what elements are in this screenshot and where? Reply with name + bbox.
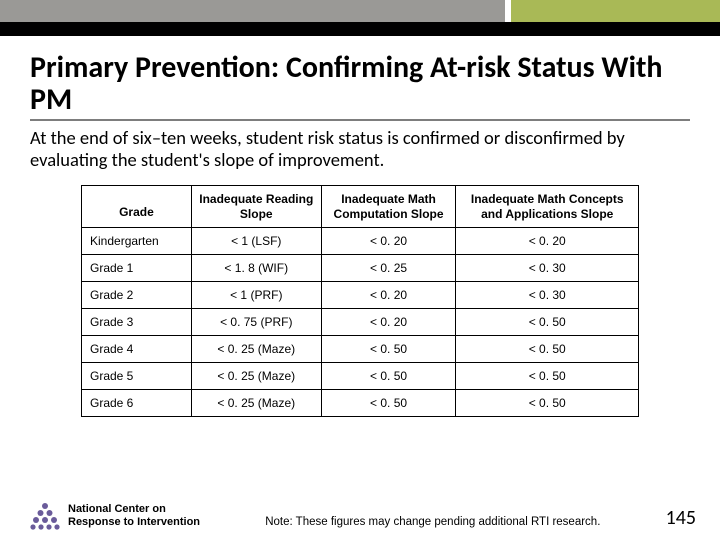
cell-grade: Grade 6 xyxy=(82,390,192,417)
cell-math-comp: < 0. 50 xyxy=(321,390,456,417)
org-line2: Response to Intervention xyxy=(68,516,200,529)
cell-math-concepts: < 0. 50 xyxy=(456,390,639,417)
cell-reading: < 1. 8 (WIF) xyxy=(191,255,321,282)
table-row: Grade 3 < 0. 75 (PRF) < 0. 20 < 0. 50 xyxy=(82,309,639,336)
cell-grade: Kindergarten xyxy=(82,228,192,255)
cell-math-comp: < 0. 20 xyxy=(321,282,456,309)
cell-math-comp: < 0. 50 xyxy=(321,336,456,363)
cell-math-concepts: < 0. 50 xyxy=(456,309,639,336)
threshold-table-wrap: Grade Inadequate Reading Slope Inadequat… xyxy=(81,185,639,417)
cell-math-concepts: < 0. 20 xyxy=(456,228,639,255)
table-row: Grade 4 < 0. 25 (Maze) < 0. 50 < 0. 50 xyxy=(82,336,639,363)
cell-reading: < 0. 25 (Maze) xyxy=(191,390,321,417)
cell-math-concepts: < 0. 30 xyxy=(456,255,639,282)
org-logo-icon xyxy=(30,502,60,530)
cell-math-comp: < 0. 25 xyxy=(321,255,456,282)
cell-grade: Grade 3 xyxy=(82,309,192,336)
table-header-row: Grade Inadequate Reading Slope Inadequat… xyxy=(82,186,639,228)
col-header-math-concepts: Inadequate Math Concepts and Application… xyxy=(456,186,639,228)
cell-reading: < 1 (PRF) xyxy=(191,282,321,309)
cell-math-comp: < 0. 50 xyxy=(321,363,456,390)
slide-content: Primary Prevention: Confirming At-risk S… xyxy=(0,36,720,427)
page-number: 145 xyxy=(666,506,696,530)
slide-footer: National Center on Response to Intervent… xyxy=(0,502,720,530)
cell-math-concepts: < 0. 30 xyxy=(456,282,639,309)
footnote: Note: These figures may change pending a… xyxy=(200,516,666,528)
accent-olive-segment xyxy=(511,0,720,22)
col-header-grade: Grade xyxy=(82,186,192,228)
cell-grade: Grade 2 xyxy=(82,282,192,309)
cell-reading: < 1 (LSF) xyxy=(191,228,321,255)
cell-reading: < 0. 25 (Maze) xyxy=(191,336,321,363)
table-row: Kindergarten < 1 (LSF) < 0. 20 < 0. 20 xyxy=(82,228,639,255)
cell-math-comp: < 0. 20 xyxy=(321,309,456,336)
cell-grade: Grade 1 xyxy=(82,255,192,282)
table-row: Grade 1 < 1. 8 (WIF) < 0. 25 < 0. 30 xyxy=(82,255,639,282)
cell-grade: Grade 4 xyxy=(82,336,192,363)
footer-left: National Center on Response to Intervent… xyxy=(30,502,200,530)
col-header-math-comp: Inadequate Math Computation Slope xyxy=(321,186,456,228)
cell-reading: < 0. 75 (PRF) xyxy=(191,309,321,336)
cell-math-comp: < 0. 20 xyxy=(321,228,456,255)
threshold-table: Grade Inadequate Reading Slope Inadequat… xyxy=(81,185,639,417)
table-row: Grade 2 < 1 (PRF) < 0. 20 < 0. 30 xyxy=(82,282,639,309)
cell-reading: < 0. 25 (Maze) xyxy=(191,363,321,390)
cell-math-concepts: < 0. 50 xyxy=(456,363,639,390)
table-row: Grade 5 < 0. 25 (Maze) < 0. 50 < 0. 50 xyxy=(82,363,639,390)
table-body: Kindergarten < 1 (LSF) < 0. 20 < 0. 20 G… xyxy=(82,228,639,417)
cell-math-concepts: < 0. 50 xyxy=(456,336,639,363)
slide-title: Primary Prevention: Confirming At-risk S… xyxy=(30,52,690,121)
org-name: National Center on Response to Intervent… xyxy=(68,503,200,529)
top-accent-bar xyxy=(0,0,720,22)
col-header-reading: Inadequate Reading Slope xyxy=(191,186,321,228)
org-line1: National Center on xyxy=(68,503,200,516)
black-bar xyxy=(0,22,720,36)
cell-grade: Grade 5 xyxy=(82,363,192,390)
table-row: Grade 6 < 0. 25 (Maze) < 0. 50 < 0. 50 xyxy=(82,390,639,417)
slide-subtitle: At the end of six–ten weeks, student ris… xyxy=(30,127,690,171)
accent-gray-segment xyxy=(0,0,505,22)
